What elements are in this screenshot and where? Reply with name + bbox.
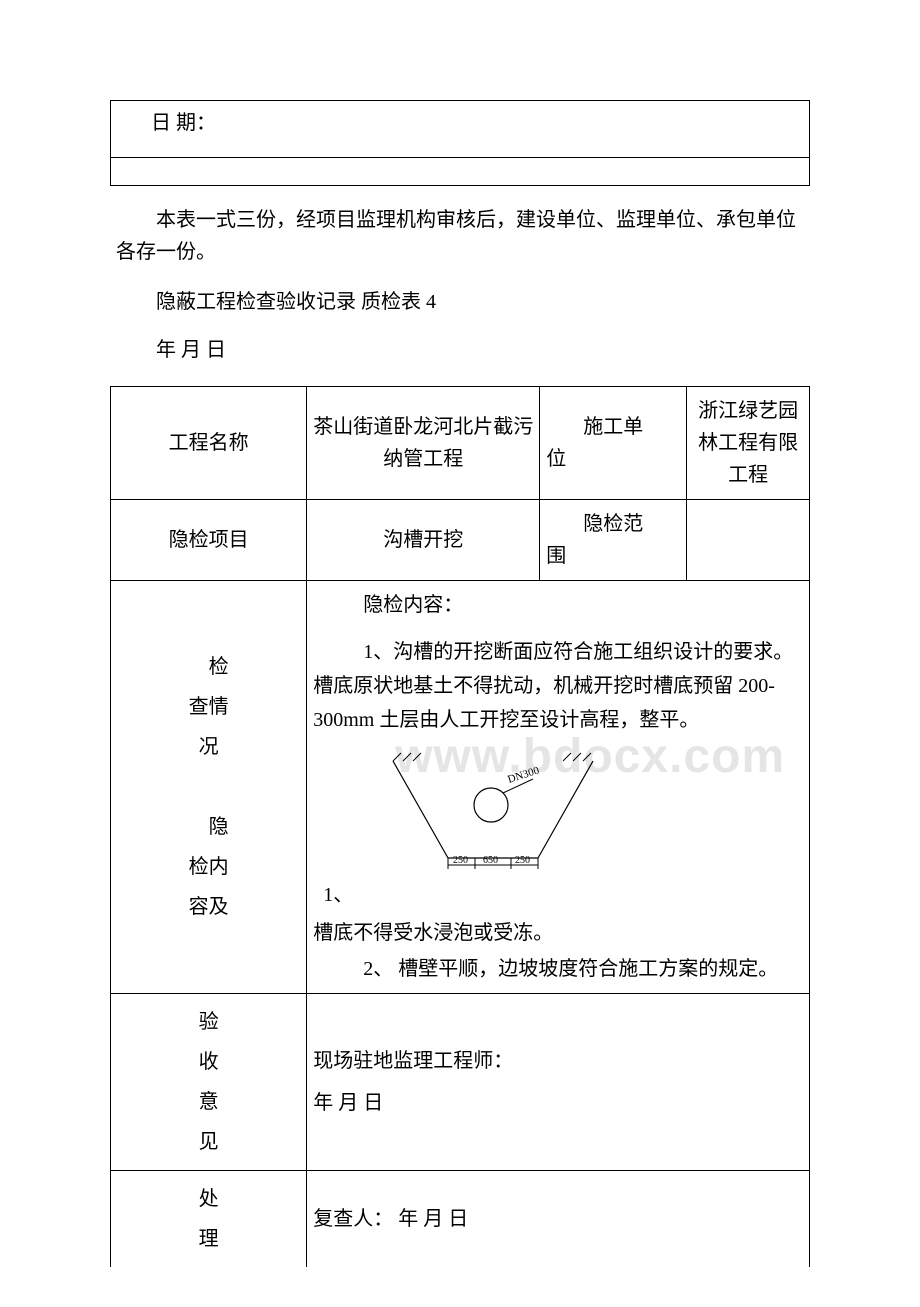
side-label-content: 检查情况 隐检内容及 (111, 581, 307, 994)
side-label-deal: 处理 (111, 1171, 307, 1268)
note-paragraph: 本表一式三份，经项目监理机构审核后，建设单位、监理单位、承包单位各存一份。 (110, 204, 810, 268)
date-line: 年 月 日 (110, 334, 810, 366)
content-para1: 1、沟槽的开挖断面应符合施工组织设计的要求。槽底原状地基土不得扰动，机械开挖时槽… (313, 635, 803, 737)
value-inspection-item: 沟槽开挖 (307, 500, 540, 581)
opinion-line1: 现场驻地监理工程师： (313, 1045, 803, 1077)
empty-row (111, 158, 810, 186)
deal-cell: 复查人： 年 月 日 (307, 1171, 810, 1268)
opinion-cell: 现场驻地监理工程师： 年 月 日 (307, 994, 810, 1171)
label-inspection-scope: 隐检范 围 (540, 500, 687, 581)
label-project-name: 工程名称 (111, 387, 307, 500)
form-title: 隐蔽工程检查验收记录 质检表 4 (110, 286, 810, 318)
date-label: 日 期： (111, 101, 810, 158)
value-inspection-scope (687, 500, 810, 581)
opinion-line2: 年 月 日 (313, 1087, 803, 1119)
list-prefix: 1、 (313, 879, 369, 911)
label-construction-unit: 施工单 位 (540, 387, 687, 500)
trench-diagram: www.bdocx.com DN (363, 743, 803, 873)
trench-svg: DN300 250 650 250 (363, 743, 623, 873)
deal-line1: 复查人： 年 月 日 (313, 1203, 803, 1235)
side-label-opinion: 验收意见 (111, 994, 307, 1171)
pipe-label: DN300 (506, 764, 541, 786)
dim2: 650 (483, 855, 498, 866)
top-date-box: 日 期： (110, 100, 810, 186)
content-para3: 2、 槽壁平顺，边坡坡度符合施工方案的规定。 (313, 953, 803, 985)
inspection-table: 工程名称 茶山街道卧龙河北片截污纳管工程 施工单 位 浙江绿艺园林工程有限工程 … (110, 386, 810, 1267)
value-project-name: 茶山街道卧龙河北片截污纳管工程 (307, 387, 540, 500)
content-para2: 槽底不得受水浸泡或受冻。 (313, 917, 803, 949)
value-construction-unit: 浙江绿艺园林工程有限工程 (687, 387, 810, 500)
inspection-content-cell: 隐检内容： 1、沟槽的开挖断面应符合施工组织设计的要求。槽底原状地基土不得扰动，… (307, 581, 810, 994)
label-inspection-item: 隐检项目 (111, 500, 307, 581)
dim3: 250 (515, 855, 530, 866)
dim1: 250 (453, 855, 468, 866)
content-title: 隐检内容： (313, 589, 803, 621)
